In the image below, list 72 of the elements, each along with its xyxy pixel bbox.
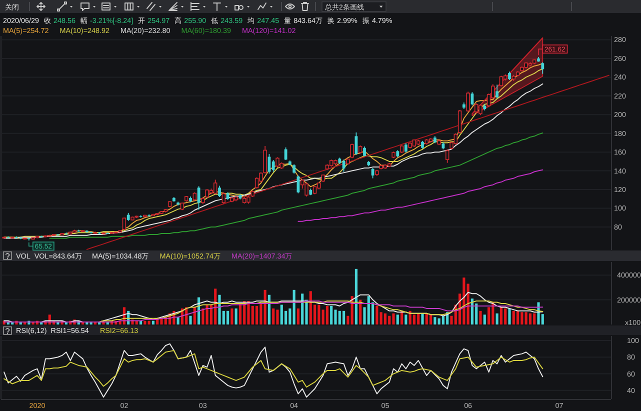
line-series	[4, 343, 544, 398]
bar	[442, 316, 444, 324]
bar	[479, 310, 482, 324]
bar	[288, 308, 292, 324]
bar	[202, 308, 204, 324]
bar	[152, 320, 154, 324]
bar	[326, 306, 328, 324]
line-series	[4, 350, 544, 388]
bar	[318, 304, 320, 324]
bar	[176, 317, 180, 324]
bar	[234, 308, 238, 324]
bar	[256, 306, 258, 324]
bar	[226, 310, 230, 324]
bar	[330, 306, 333, 324]
bar	[260, 304, 262, 324]
line-series	[49, 132, 544, 239]
line-series	[4, 300, 544, 323]
bar	[508, 308, 511, 324]
bar	[148, 320, 150, 324]
bar	[230, 308, 234, 324]
bar	[218, 294, 221, 324]
bar	[520, 312, 524, 324]
bar	[404, 314, 408, 324]
bar	[238, 304, 242, 324]
bar	[272, 308, 275, 324]
bar	[417, 313, 420, 324]
bar	[247, 301, 250, 324]
bar	[516, 310, 520, 324]
bar	[206, 304, 208, 324]
bar	[533, 313, 536, 324]
bar	[354, 268, 358, 324]
bar	[524, 312, 528, 324]
line-series	[86, 74, 610, 250]
bar	[367, 296, 370, 324]
bar	[334, 310, 337, 324]
bar	[496, 313, 498, 324]
bar	[376, 306, 378, 324]
bar	[421, 313, 424, 324]
bar	[412, 314, 416, 324]
bar	[434, 317, 436, 324]
bar	[466, 284, 470, 324]
bar	[160, 318, 163, 324]
bar	[301, 294, 304, 324]
bar	[322, 310, 324, 324]
bar	[280, 304, 283, 324]
bar	[384, 313, 386, 324]
bar	[483, 314, 486, 324]
bar	[537, 302, 540, 324]
bar	[346, 316, 350, 324]
bar	[338, 310, 341, 324]
bar	[462, 278, 466, 324]
bar	[189, 316, 192, 324]
bar	[388, 316, 391, 324]
bar	[292, 290, 296, 324]
bar	[430, 314, 432, 324]
bar	[380, 312, 382, 324]
line-series	[298, 169, 544, 222]
bar	[438, 318, 440, 324]
bar	[528, 313, 532, 324]
bar	[342, 310, 346, 324]
bar	[309, 291, 312, 324]
bar	[504, 308, 507, 324]
bar	[470, 298, 474, 324]
bar	[144, 320, 146, 324]
bar	[276, 310, 279, 324]
bar	[268, 294, 270, 324]
bar	[425, 313, 428, 324]
bar	[512, 310, 515, 324]
bar	[296, 308, 300, 324]
bar	[396, 314, 399, 324]
bar	[392, 313, 395, 324]
bar	[500, 307, 502, 324]
